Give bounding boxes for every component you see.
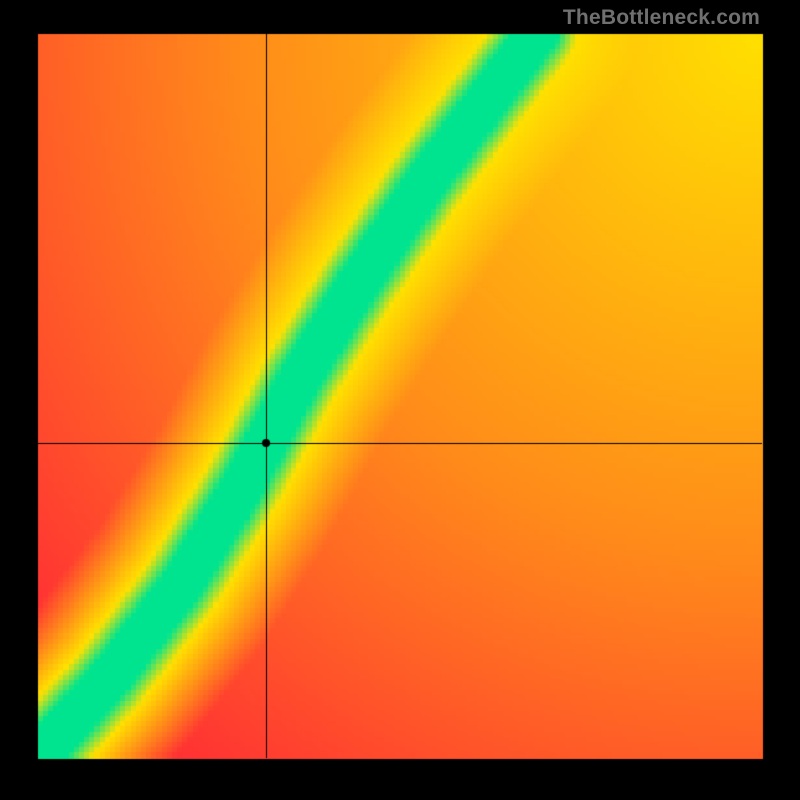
bottleneck-heatmap [0,0,800,800]
watermark-text: TheBottleneck.com [563,6,760,30]
